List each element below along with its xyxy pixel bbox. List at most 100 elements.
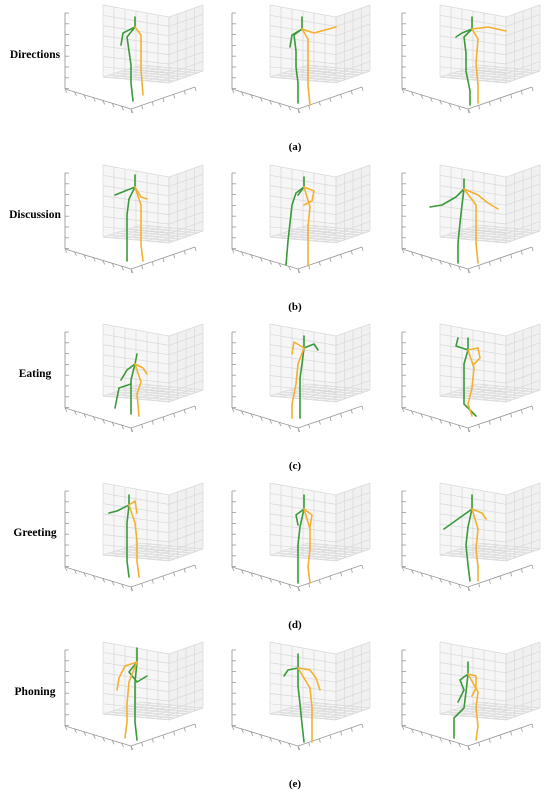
pose-panel (64, 4, 205, 133)
skeleton (455, 16, 507, 106)
right-limb-segment (471, 26, 507, 32)
right-limb-segment (128, 504, 140, 578)
right-limb-segment (303, 508, 313, 528)
axes-box (401, 641, 541, 751)
pose-plot (231, 164, 371, 274)
axes-box (401, 164, 541, 274)
left-limb-segment (126, 186, 136, 262)
row-label: Phoning (14, 686, 56, 698)
skeleton (455, 337, 481, 417)
pose-panel (401, 4, 542, 133)
pose-plot (401, 323, 541, 433)
left-limb-segment (120, 353, 138, 381)
left-limb-segment (457, 188, 465, 264)
right-limb-segment (134, 186, 144, 262)
row-label: Directions (9, 49, 61, 61)
pose-plot (401, 4, 541, 114)
left-limb-segment (463, 349, 477, 417)
skeleton (289, 16, 337, 106)
pose-plot (231, 4, 371, 114)
left-limb-segment (457, 661, 469, 703)
right-limb-segment (301, 26, 337, 34)
pose-panel (64, 323, 205, 452)
left-limb-segment (465, 508, 473, 582)
right-limb-segment (471, 508, 479, 582)
right-limb-segment (134, 26, 144, 96)
axes-box (64, 323, 204, 433)
left-limb-segment (114, 383, 132, 409)
axes-box (64, 641, 204, 751)
right-limb-segment (471, 28, 479, 104)
pose-plot (231, 323, 371, 433)
pose-plot (64, 323, 204, 433)
right-limb-segment (303, 508, 311, 584)
axes-box (231, 4, 371, 114)
row-label: Greeting (13, 527, 57, 539)
skeleton (291, 335, 319, 419)
right-limb-segment (128, 500, 138, 514)
skeleton (453, 661, 479, 741)
right-limb-segment (463, 188, 499, 210)
right-limb-segment (467, 673, 479, 741)
pose-panel (401, 323, 542, 452)
left-limb-segment (297, 508, 305, 584)
left-limb-segment (303, 335, 319, 351)
row-label: Eating (18, 368, 52, 380)
pose-row: Phoning (e) (0, 641, 550, 802)
row-caption: (e) (288, 778, 302, 790)
right-limb-segment (134, 363, 148, 375)
pose-row: Greeting (d) (0, 482, 550, 643)
left-limb-segment (128, 647, 148, 683)
axes-box (64, 164, 204, 274)
left-limb-segment (453, 673, 469, 739)
right-limb-segment (463, 188, 479, 264)
left-limb-segment (443, 494, 473, 530)
pose-panel (231, 482, 372, 611)
skeleton (443, 494, 487, 582)
right-limb-segment (301, 28, 311, 106)
axes-box (231, 641, 371, 751)
left-limb-segment (289, 28, 303, 48)
skeleton (116, 647, 148, 741)
pose-panel (401, 641, 542, 770)
skeleton (108, 494, 140, 578)
right-limb-segment (303, 186, 311, 266)
pose-panel (401, 482, 542, 611)
left-limb-segment (429, 178, 465, 208)
left-limb-segment (295, 494, 305, 526)
right-limb-segment (471, 508, 487, 520)
pose-panel (64, 482, 205, 611)
pose-plot (231, 641, 371, 751)
left-limb-segment (134, 661, 138, 741)
left-limb-segment (120, 26, 136, 46)
pose-plot (64, 164, 204, 274)
left-limb-segment (283, 653, 299, 677)
axes-box (231, 323, 371, 433)
pose-plot (401, 482, 541, 592)
right-limb-segment (124, 661, 138, 739)
row-label: Discussion (9, 209, 61, 221)
pose-panel (231, 164, 372, 293)
left-limb-segment (130, 363, 136, 415)
skeleton (429, 178, 499, 264)
skeleton (120, 16, 144, 102)
left-limb-segment (108, 494, 130, 514)
row-caption: (d) (288, 619, 302, 631)
right-limb-segment (297, 667, 321, 691)
pose-plot (401, 164, 541, 274)
left-limb-segment (455, 28, 473, 38)
right-limb-segment (467, 349, 475, 417)
axes-box (401, 323, 541, 433)
axes-box (401, 482, 541, 592)
left-limb-segment (114, 174, 136, 196)
right-limb-segment (134, 363, 142, 417)
pose-panel (64, 164, 205, 293)
right-limb-segment (291, 347, 305, 419)
pose-row: Directions (a) (0, 4, 550, 165)
pose-plot (64, 641, 204, 751)
row-caption: (a) (288, 141, 302, 153)
pose-row: Discussion (b) (0, 164, 550, 325)
axes-box (64, 4, 204, 114)
left-limb-segment (297, 186, 305, 196)
pose-plot (401, 641, 541, 751)
